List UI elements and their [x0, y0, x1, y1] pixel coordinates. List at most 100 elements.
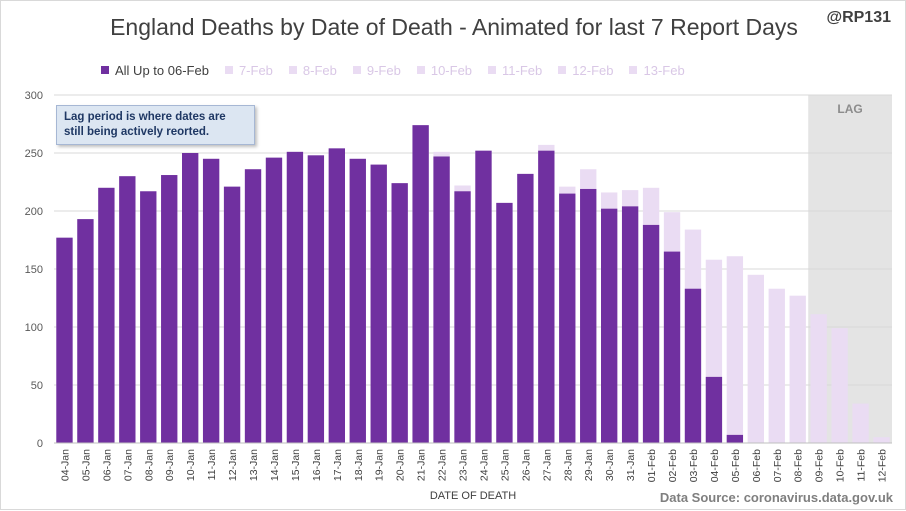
lag-note: Lag period is where dates are still bein…	[56, 105, 255, 145]
legend-item: 8-Feb	[288, 61, 337, 79]
bar-up-to-06-feb	[475, 150, 492, 443]
legend-label: 9-Feb	[366, 62, 401, 78]
legend-item: 13-Feb	[629, 61, 685, 79]
bar-up-to-06-feb	[684, 288, 702, 443]
x-tick-label: 13-Jan	[248, 449, 260, 481]
legend-swatch	[352, 66, 361, 74]
bar-up-to-06-feb	[517, 173, 534, 443]
x-axis-title: DATE OF DEATH	[430, 490, 516, 502]
bar-latest-report	[852, 403, 869, 443]
x-tick-label: 04-Jan	[59, 449, 71, 481]
y-tick-label: 300	[25, 90, 43, 102]
bar-up-to-06-feb	[642, 224, 660, 443]
bar-up-to-06-feb	[601, 208, 618, 443]
bar-latest-report	[810, 314, 827, 443]
legend-swatch	[101, 66, 109, 74]
bar-up-to-06-feb	[412, 125, 429, 443]
bar-up-to-06-feb	[559, 193, 576, 443]
x-tick-label: 06-Jan	[101, 449, 113, 481]
bar-up-to-06-feb	[391, 183, 408, 443]
bar-up-to-06-feb	[454, 191, 471, 443]
legend-swatch	[224, 66, 233, 74]
legend-label: All Up to 06-Feb	[115, 62, 209, 78]
lag-label: LAG	[837, 102, 862, 116]
x-tick-label: 20-Jan	[395, 449, 407, 481]
bar-up-to-06-feb	[182, 153, 199, 443]
bar-up-to-06-feb	[98, 187, 115, 443]
y-tick-label: 250	[25, 148, 43, 160]
x-tick-label: 09-Jan	[164, 449, 176, 481]
legend-label: 10-Feb	[430, 62, 473, 78]
x-tick-label: 04-Feb	[709, 449, 721, 482]
x-tick-label: 21-Jan	[416, 449, 428, 481]
bar-latest-report	[726, 256, 744, 443]
bar-latest-report	[789, 295, 806, 443]
bar-up-to-06-feb	[56, 237, 73, 443]
bar-up-to-06-feb	[161, 175, 178, 444]
legend-label: 11-Feb	[502, 62, 543, 78]
bar-up-to-06-feb	[496, 202, 513, 443]
bar-latest-report	[747, 274, 764, 443]
x-tick-label: 09-Feb	[814, 449, 826, 482]
bar-latest-report	[831, 328, 848, 443]
x-tick-label: 22-Jan	[437, 449, 449, 481]
data-source: Data Source: coronavirus.data.gov.uk	[659, 490, 893, 505]
x-tick-label: 11-Feb	[856, 449, 868, 482]
x-tick-label: 16-Jan	[311, 449, 323, 481]
bar-up-to-06-feb	[726, 434, 744, 443]
bar-up-to-06-feb	[621, 206, 639, 443]
x-tick-label: 30-Jan	[604, 449, 616, 481]
bar-up-to-06-feb	[223, 186, 241, 443]
bar-up-to-06-feb	[370, 164, 387, 443]
x-tick-label: 18-Jan	[353, 449, 365, 481]
bar-up-to-06-feb	[244, 169, 262, 444]
legend-item: 7-Feb	[224, 61, 273, 79]
x-tick-label: 27-Jan	[541, 449, 553, 481]
bar-up-to-06-feb	[433, 156, 450, 444]
bar-up-to-06-feb	[538, 150, 555, 443]
legend-swatch	[416, 66, 425, 74]
x-tick-label: 02-Feb	[667, 449, 679, 482]
legend-swatch	[558, 66, 567, 74]
y-tick-label: 0	[37, 438, 43, 450]
x-tick-label: 07-Feb	[772, 449, 784, 482]
bar-up-to-06-feb	[265, 157, 283, 443]
legend-swatch	[629, 66, 638, 74]
bar-up-to-06-feb	[119, 176, 136, 443]
x-tick-label: 10-Feb	[835, 449, 847, 482]
legend-label: 12-Feb	[572, 62, 614, 78]
bar-up-to-06-feb	[77, 219, 94, 443]
bar-up-to-06-feb	[580, 188, 597, 443]
x-tick-label: 12-Jan	[227, 449, 239, 481]
legend-swatch	[488, 66, 497, 74]
x-tick-label: 05-Feb	[730, 449, 742, 482]
y-tick-label: 150	[25, 264, 43, 276]
x-tick-label: 17-Jan	[332, 449, 344, 481]
bar-up-to-06-feb	[140, 191, 157, 443]
bar-up-to-06-feb	[349, 158, 366, 444]
bar-up-to-06-feb	[328, 148, 345, 444]
x-tick-label: 12-Feb	[877, 449, 889, 482]
x-tick-label: 23-Jan	[458, 449, 470, 481]
y-tick-label: 50	[31, 380, 43, 392]
bar-up-to-06-feb	[663, 251, 681, 443]
chart-legend: All Up to 06-Feb 7-Feb 8-Feb 9-Feb 10-Feb 11-…	[101, 61, 695, 79]
x-tick-label: 14-Jan	[269, 449, 281, 481]
legend-item: 11-Feb	[488, 61, 542, 79]
x-tick-label: 31-Jan	[625, 449, 637, 481]
legend-item: All Up to 06-Feb	[101, 61, 209, 79]
x-tick-label: 11-Jan	[206, 449, 218, 480]
bar-latest-report	[873, 437, 890, 443]
x-tick-label: 03-Feb	[688, 449, 700, 482]
x-tick-label: 05-Jan	[80, 449, 92, 481]
x-tick-label: 08-Jan	[143, 449, 155, 481]
legend-swatch	[288, 66, 297, 74]
bar-up-to-06-feb	[705, 376, 723, 443]
x-tick-label: 06-Feb	[751, 449, 763, 482]
legend-item: 12-Feb	[558, 61, 613, 79]
y-tick-label: 100	[25, 322, 43, 334]
x-tick-label: 07-Jan	[122, 449, 134, 481]
x-tick-label: 01-Feb	[646, 449, 658, 482]
